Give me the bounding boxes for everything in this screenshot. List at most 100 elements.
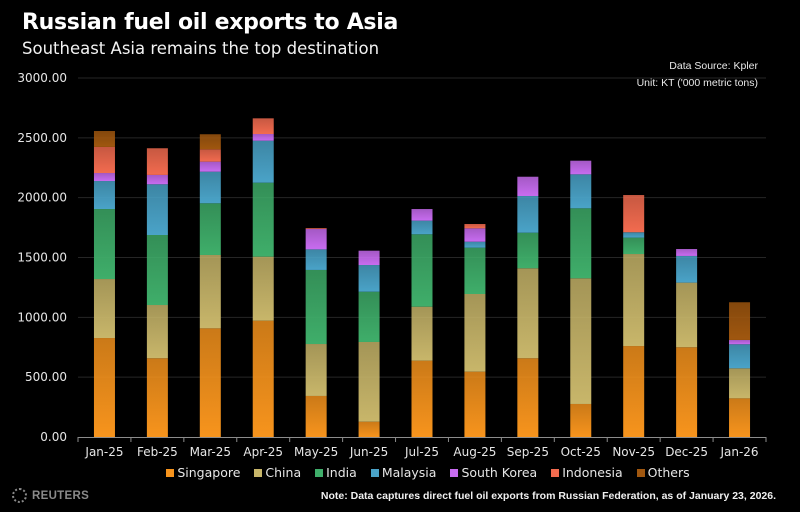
bar-segment-south-korea [517,176,539,196]
bar-segment-china [676,282,698,348]
y-axis-ticks: 0.00 500.00 1000.00 1500.00 2000.00 2500.00 30… [17,71,67,444]
bar-segment-singapore [517,358,539,437]
bar-segment-south-korea [305,229,327,250]
y-tick-label: 1500.00 [17,251,67,265]
bar-segment-south-korea [146,174,168,185]
bar-segment-india [93,209,115,280]
bar-segment-china [570,278,592,404]
bar-segment-south-korea [729,339,751,345]
bar-group-jul-25 [411,209,433,437]
bar-segment-south-korea [464,228,486,242]
bar-segment-south-korea [570,160,592,175]
bar-segment-china [305,344,327,396]
bar-segment-china [411,306,433,361]
legend-label: Malaysia [381,465,437,480]
bar-segment-indonesia [623,195,645,233]
bar-segment-singapore [676,347,698,437]
bar-segment-south-korea [411,209,433,221]
bar-segment-others [199,134,221,150]
bar-segment-malaysia [411,220,433,235]
legend-swatch [636,468,645,477]
bar-segment-china [623,254,645,347]
bar-segment-indonesia [464,223,486,229]
bar-segment-india [623,237,645,255]
bar-segment-china [93,279,115,339]
bar-group-jan-26 [729,302,751,437]
bar-group-jan-25 [93,131,115,437]
legend-swatch [450,468,459,477]
bar-segment-india [517,232,539,269]
legend-swatch [166,468,175,477]
bar-segment-malaysia [252,140,274,183]
bar-segment-malaysia [305,249,327,270]
x-tick-label: Oct-25 [561,445,601,459]
bar-segment-indonesia [305,228,327,230]
bar-segment-india [464,247,486,294]
brand-label: REUTERS [32,489,90,502]
bar-segment-malaysia [199,171,221,204]
bar-group-sep-25 [517,176,539,437]
bar-segment-singapore [570,403,592,437]
bar-segment-indonesia [199,149,221,162]
bar-group-jun-25 [358,250,380,437]
bar-segment-singapore [464,371,486,437]
y-tick-label: 1000.00 [17,310,67,324]
bar-segment-singapore [305,395,327,437]
bar-segment-singapore [146,358,168,437]
legend-label: China [265,465,302,480]
bar-group-apr-25 [252,118,274,437]
y-tick-label: 500.00 [25,370,67,384]
bar-segment-china [729,368,751,399]
legend-label: India [326,465,357,480]
x-tick-label: Jul-25 [404,445,439,459]
bar-segment-china [199,254,221,329]
x-tick-label: Dec-25 [665,445,708,459]
bar-segment-singapore [623,346,645,437]
bar-segment-malaysia [676,255,698,283]
legend-swatch [370,468,379,477]
footnote: Note: Data captures direct fuel oil expo… [320,490,776,502]
legend-item-south-korea: South Korea [450,465,537,480]
unit-label: Unit: KT ('000 metric tons) [636,77,758,89]
bar-segment-others [93,131,115,147]
bar-segment-malaysia [93,181,115,210]
bar-segment-india [411,234,433,307]
legend-swatch [254,468,263,477]
bar-segment-singapore [199,328,221,437]
x-tick-label: Feb-25 [137,445,178,459]
legend-item-india: India [315,465,357,480]
legend-label: Singapore [177,465,241,480]
bar-segment-south-korea [93,173,115,182]
bar-segment-singapore [252,320,274,437]
legend-label: Others [647,465,690,480]
bar-segment-china [517,268,539,359]
bar-segment-india [199,203,221,255]
x-tick-label: Mar-25 [190,445,231,459]
bar-segment-china [252,256,274,321]
x-tick-label: Jun-25 [349,445,388,459]
x-tick-label: Sep-25 [507,445,549,459]
y-tick-label: 3000.00 [17,71,67,85]
bar-segment-singapore [358,421,380,437]
bar-segment-india [305,269,327,345]
bar-segment-south-korea [676,249,698,256]
x-tick-label: May-25 [294,445,338,459]
x-tick-label: Apr-25 [243,445,283,459]
y-tick-label: 2500.00 [17,131,67,145]
x-tick-label: Nov-25 [612,445,655,459]
bar-group-mar-25 [199,134,221,437]
reuters-logo: REUTERS [12,488,89,503]
bar-group-aug-25 [464,223,486,437]
legend-item-china: China [254,465,301,480]
bar-segment-malaysia [570,174,592,209]
legend-item-indonesia: Indonesia [551,465,623,480]
bar-segment-china [358,341,380,422]
bar-segment-malaysia [358,265,380,292]
bar-group-oct-25 [570,160,592,437]
bar-segment-india [570,208,592,279]
bar-segment-south-korea [199,161,221,172]
legend-item-singapore: Singapore [166,465,240,480]
bar-segment-indonesia [146,148,168,175]
bar-segment-malaysia [464,241,486,248]
